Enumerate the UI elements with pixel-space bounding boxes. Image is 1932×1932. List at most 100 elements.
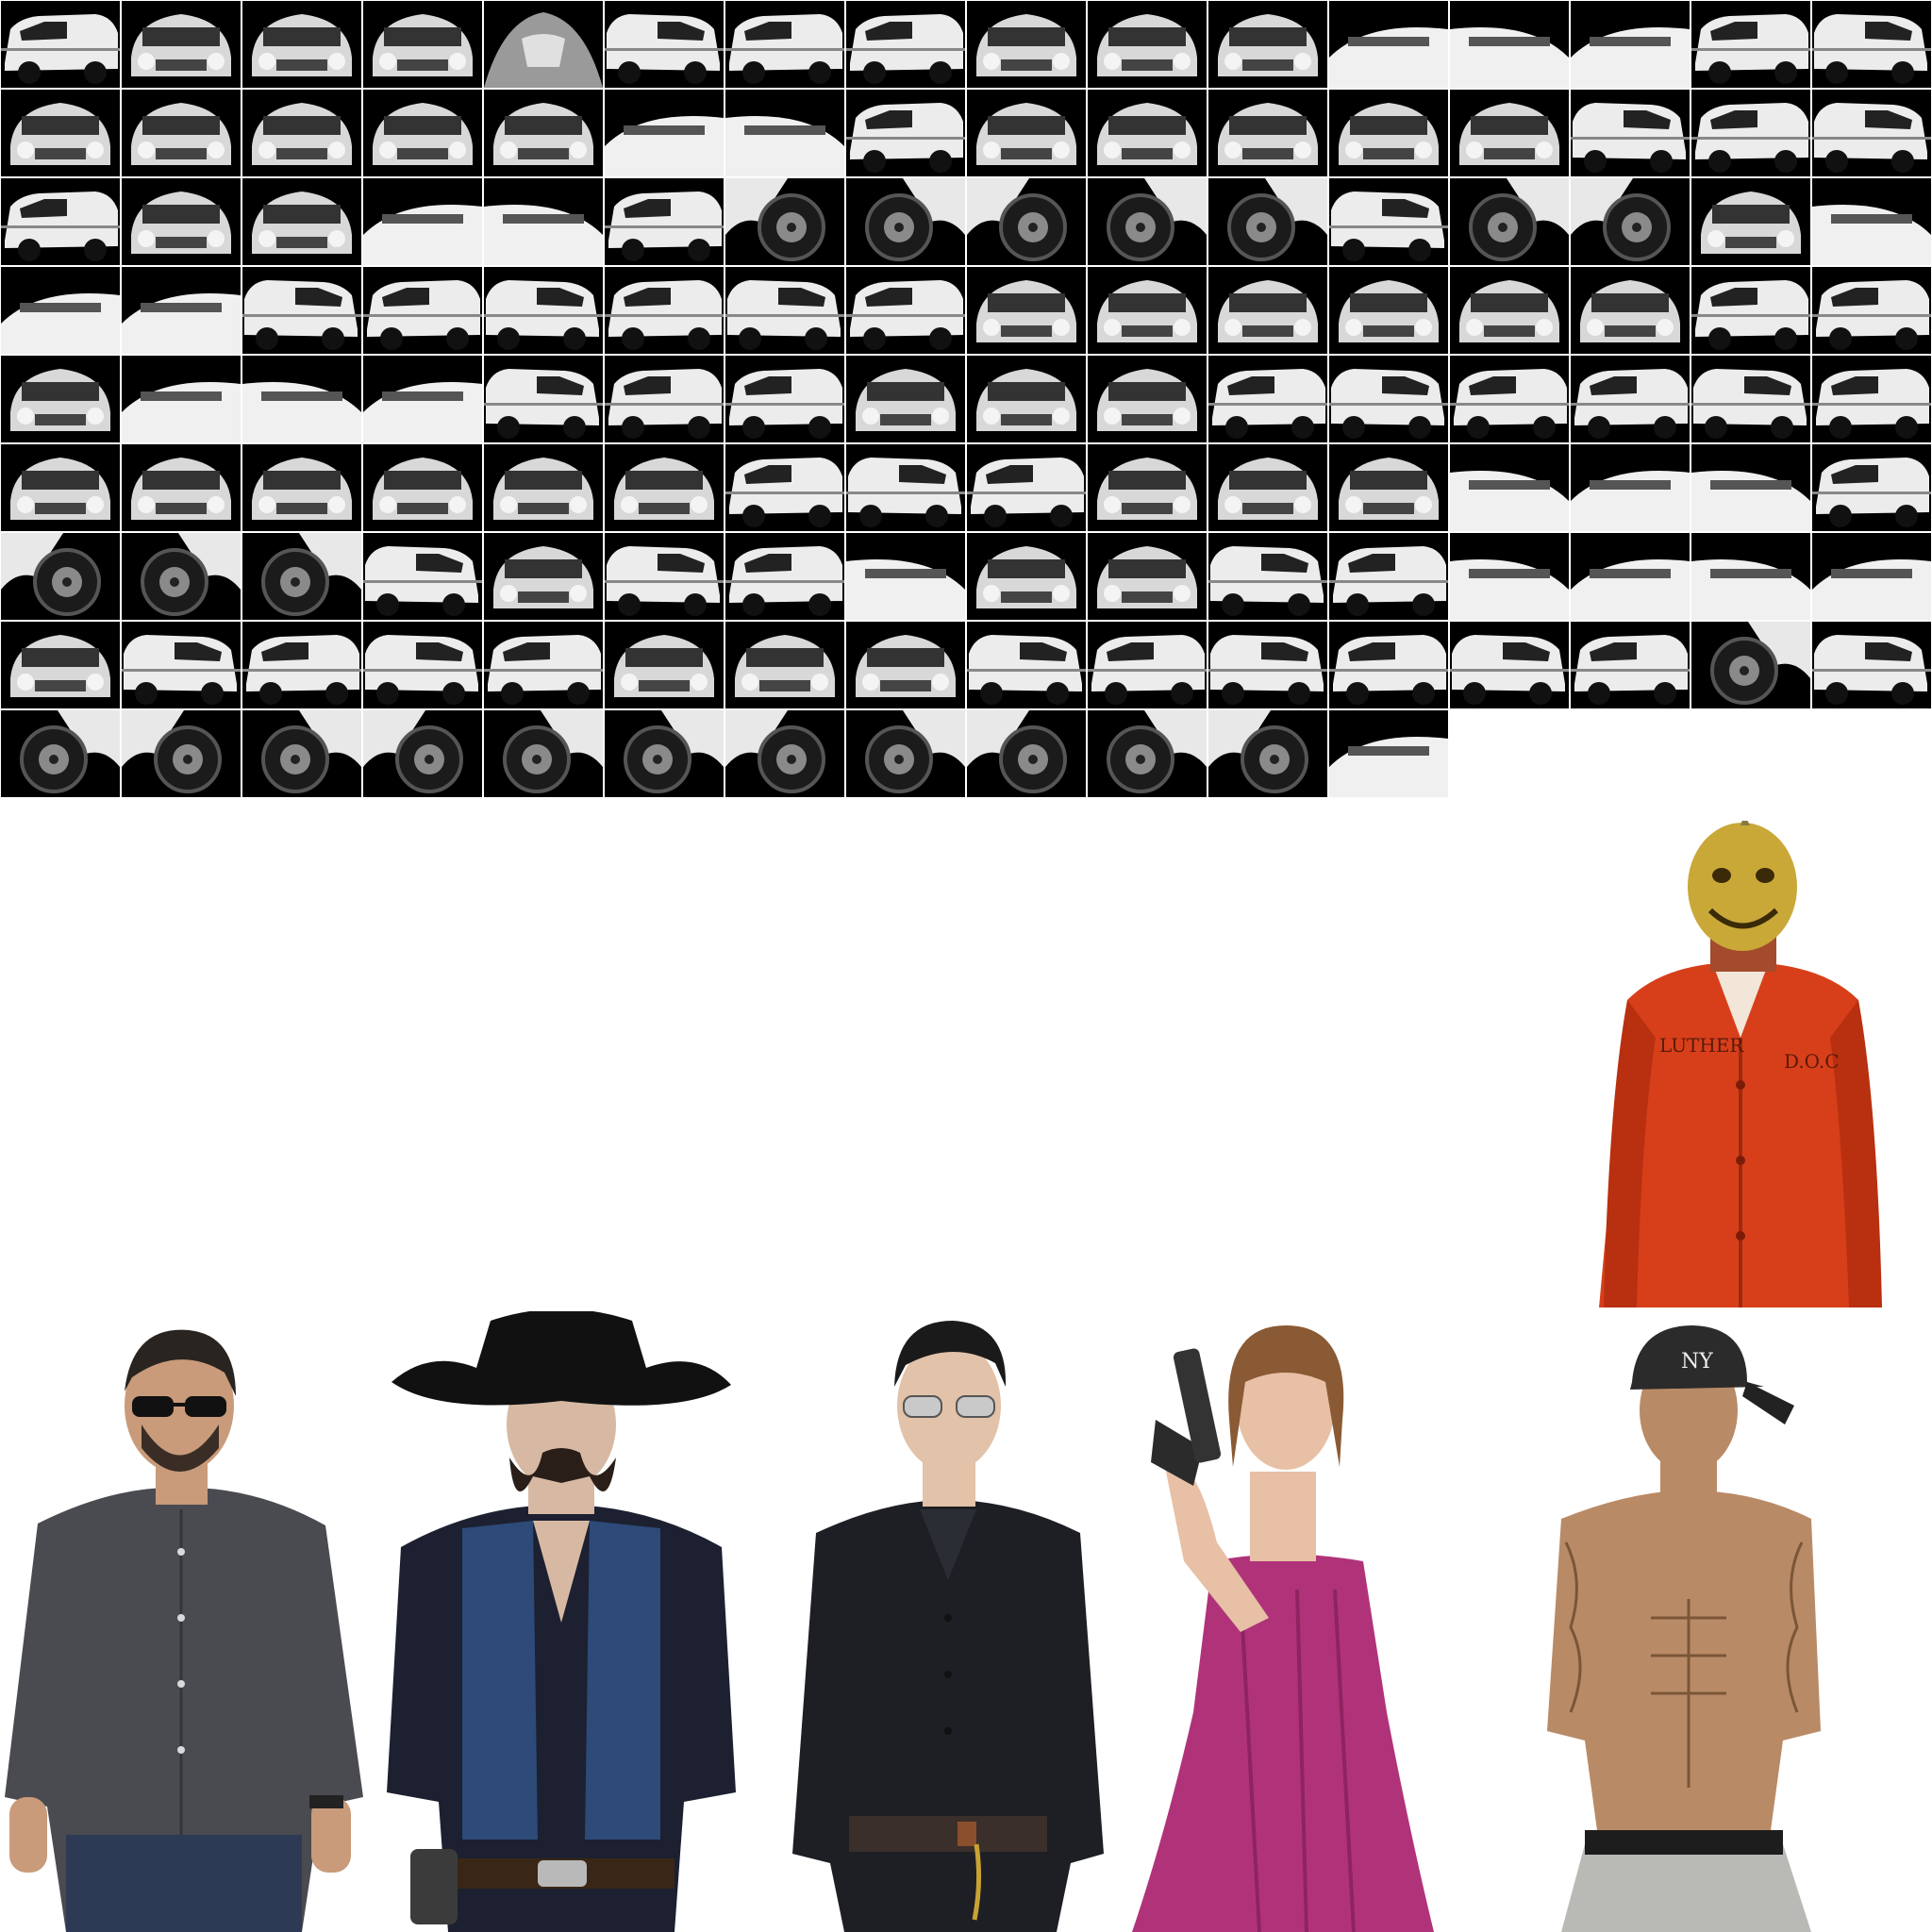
atlas-tile-front	[242, 1, 361, 88]
atlas-tile-front	[1088, 1, 1207, 88]
atlas-tile-roof	[846, 533, 965, 620]
atlas-tile-front	[1, 356, 120, 442]
atlas-tile-side	[846, 267, 965, 354]
atlas-tile-side	[1812, 1, 1931, 88]
atlas-tile-front	[967, 1, 1086, 88]
atlas-tile-wheel	[1571, 178, 1690, 265]
atlas-tile-side	[363, 533, 482, 620]
atlas-tile-side	[242, 622, 361, 708]
atlas-tile-wheel	[725, 710, 844, 797]
atlas-tile-front	[605, 622, 724, 708]
atlas-tile-side	[846, 1, 965, 88]
atlas-tile-side	[1450, 356, 1569, 442]
atlas-tile-side	[725, 533, 844, 620]
atlas-tile-front	[846, 622, 965, 708]
cap-logo-text: NY	[1681, 1350, 1713, 1374]
atlas-tile-wheel	[1691, 622, 1810, 708]
portrait-man-grey-shirt	[0, 1307, 368, 1932]
atlas-tile-front	[122, 1, 241, 88]
atlas-tile-front	[484, 90, 603, 176]
atlas-tile-side	[1088, 622, 1207, 708]
atlas-tile-roof	[1329, 1, 1448, 88]
portrait-shirtless-tattooed: NY	[1528, 1316, 1840, 1932]
atlas-tile-front	[363, 1, 482, 88]
atlas-tile-side	[484, 267, 603, 354]
atlas-tile-wheel	[1088, 710, 1207, 797]
atlas-tile-side	[1329, 533, 1448, 620]
atlas-tile-side	[1812, 444, 1931, 531]
atlas-tile-wheel	[484, 710, 603, 797]
atlas-tile-side	[605, 178, 724, 265]
atlas-tile-side	[725, 267, 844, 354]
atlas-tile-front	[1208, 90, 1327, 176]
atlas-tile-front	[1329, 90, 1448, 176]
atlas-tile-front	[1329, 267, 1448, 354]
atlas-tile-front	[1208, 267, 1327, 354]
atlas-tile-side	[122, 622, 241, 708]
atlas-tile-side	[1812, 622, 1931, 708]
atlas-tile-wheel	[1208, 710, 1327, 797]
atlas-tile-front	[122, 178, 241, 265]
atlas-tile-front	[1329, 444, 1448, 531]
atlas-tile-roof	[725, 90, 844, 176]
portrait-prisoner-mask: LUTHER D.O.C	[1599, 821, 1887, 1307]
atlas-tile-front	[1, 444, 120, 531]
atlas-tile-side	[1329, 356, 1448, 442]
atlas-tile-front	[1691, 178, 1810, 265]
atlas-tile-side	[1691, 1, 1810, 88]
atlas-tile-wheel	[122, 533, 241, 620]
atlas-tile-wheel	[846, 710, 965, 797]
portrait-man-black-suit	[792, 1307, 1104, 1932]
portrait-woman-pink-dress	[1127, 1307, 1439, 1932]
atlas-tile-wheel	[725, 178, 844, 265]
atlas-tile-side	[1208, 356, 1327, 442]
atlas-tile-side	[1812, 356, 1931, 442]
atlas-tile-side	[1571, 90, 1690, 176]
atlas-tile-side	[363, 267, 482, 354]
atlas-tile-side	[1, 1, 120, 88]
atlas-tile-front	[484, 444, 603, 531]
atlas-tile-side	[484, 622, 603, 708]
atlas-tile-roof	[1812, 178, 1931, 265]
atlas-tile-wheel	[242, 533, 361, 620]
cowboy-figure	[387, 1311, 736, 1932]
portrait-cowboy	[373, 1311, 750, 1932]
atlas-tile-front	[967, 267, 1086, 354]
texture-atlas	[0, 0, 1932, 830]
atlas-tile-front	[1450, 90, 1569, 176]
atlas-tile-front	[1, 622, 120, 708]
atlas-tile-side	[725, 444, 844, 531]
atlas-tile-side	[1812, 267, 1931, 354]
atlas-tile-side	[1571, 622, 1690, 708]
atlas-tile-side	[1691, 356, 1810, 442]
atlas-tile-front	[1088, 444, 1207, 531]
atlas-tile-front	[242, 178, 361, 265]
atlas-tile-wheel	[846, 178, 965, 265]
atlas-tile-front	[605, 444, 724, 531]
atlas-tile-side	[605, 1, 724, 88]
atlas-tile-front	[1208, 1, 1327, 88]
atlas-tile-roof	[1691, 444, 1810, 531]
man-black-suit-figure	[792, 1321, 1104, 1932]
jumpsuit-org-text: D.O.C	[1784, 1050, 1840, 1073]
atlas-tile-side	[846, 444, 965, 531]
atlas-tile-roof	[1450, 1, 1569, 88]
atlas-tile-roof	[1691, 533, 1810, 620]
atlas-tile-side	[1691, 267, 1810, 354]
atlas-tile-front	[242, 90, 361, 176]
atlas-tile-side	[605, 533, 724, 620]
atlas-tile-side	[1450, 622, 1569, 708]
atlas-tile-hood	[484, 1, 603, 88]
atlas-tile-side	[484, 356, 603, 442]
atlas-tile-front	[122, 444, 241, 531]
atlas-tile-side	[1691, 90, 1810, 176]
atlas-tile-front	[1088, 267, 1207, 354]
atlas-tile-front	[1088, 90, 1207, 176]
atlas-tile-front	[1450, 267, 1569, 354]
atlas-tile-side	[1812, 90, 1931, 176]
atlas-tile-wheel	[1208, 178, 1327, 265]
atlas-tile-side	[1329, 178, 1448, 265]
atlas-tile-front	[1, 90, 120, 176]
atlas-tile-side	[605, 267, 724, 354]
atlas-tile-wheel	[605, 710, 724, 797]
